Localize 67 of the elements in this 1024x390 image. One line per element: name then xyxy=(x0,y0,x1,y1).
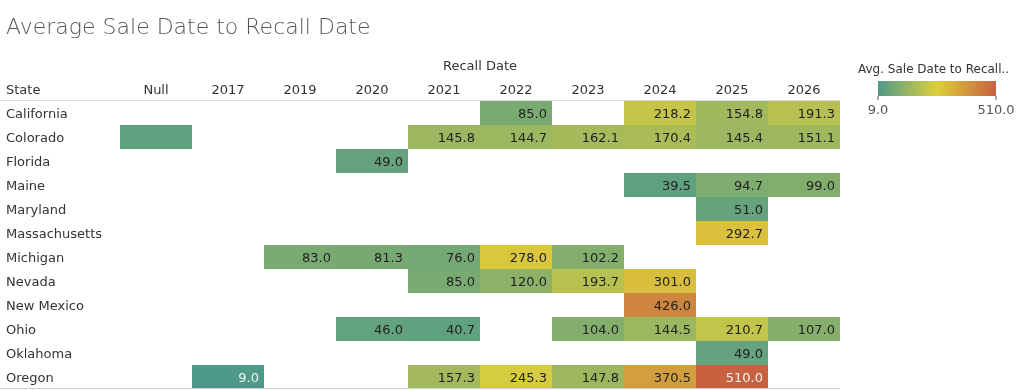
y-axis-title: State xyxy=(6,82,41,97)
data-label: 278.0 xyxy=(509,250,547,265)
data-label: 426.0 xyxy=(653,298,691,313)
data-label: 51.0 xyxy=(734,202,763,217)
x-tick-label: Null xyxy=(143,82,169,97)
x-axis-title: Recall Date xyxy=(443,58,517,73)
data-label: 145.8 xyxy=(437,130,475,145)
data-label: 40.7 xyxy=(446,322,475,337)
data-label: 210.7 xyxy=(725,322,763,337)
data-label: 191.3 xyxy=(797,106,835,121)
data-label: 85.0 xyxy=(446,274,475,289)
y-tick-label: Florida xyxy=(6,154,51,169)
y-tick-label: California xyxy=(6,106,68,121)
data-label: 370.5 xyxy=(653,370,691,385)
data-label: 147.8 xyxy=(581,370,619,385)
x-tick-label: 2025 xyxy=(715,82,749,97)
data-label: 49.0 xyxy=(734,346,763,361)
y-tick-label: Oregon xyxy=(6,370,54,385)
data-label: 39.5 xyxy=(662,178,691,193)
y-tick-label: Oklahoma xyxy=(6,346,73,361)
data-label: 49.0 xyxy=(374,154,403,169)
chart-title: Average Sale Date to Recall Date xyxy=(6,14,371,39)
x-tick-label: 2022 xyxy=(499,82,533,97)
y-tick-label: Maine xyxy=(6,178,46,193)
y-tick-label: Michigan xyxy=(6,250,65,265)
data-label: 145.4 xyxy=(725,130,763,145)
x-tick-label: 2017 xyxy=(211,82,245,97)
data-label: 107.0 xyxy=(797,322,835,337)
y-tick-label: Maryland xyxy=(6,202,67,217)
x-tick-label: 2021 xyxy=(427,82,461,97)
data-label: 170.4 xyxy=(653,130,691,145)
data-label: 193.7 xyxy=(581,274,619,289)
x-tick-label: 2023 xyxy=(571,82,605,97)
data-label: 46.0 xyxy=(374,322,403,337)
color-bar-label: 9.0 xyxy=(867,102,889,117)
data-label: 151.1 xyxy=(797,130,835,145)
data-label: 510.0 xyxy=(725,370,763,385)
data-label: 102.2 xyxy=(581,250,619,265)
y-tick-label: Nevada xyxy=(6,274,56,289)
data-label: 81.3 xyxy=(374,250,403,265)
data-label: 157.3 xyxy=(437,370,475,385)
data-label: 83.0 xyxy=(302,250,331,265)
data-label: 9.0 xyxy=(238,370,259,385)
data-label: 301.0 xyxy=(653,274,691,289)
data-label: 120.0 xyxy=(509,274,547,289)
data-label: 218.2 xyxy=(653,106,691,121)
y-tick-label: Massachusetts xyxy=(6,226,103,241)
x-tick-label: 2019 xyxy=(283,82,317,97)
x-tick-label: 2026 xyxy=(787,82,821,97)
y-tick-label: Colorado xyxy=(6,130,65,145)
data-label: 154.8 xyxy=(725,106,763,121)
data-label: 104.0 xyxy=(581,322,619,337)
y-tick-label: Ohio xyxy=(6,322,37,337)
y-tick-label: New Mexico xyxy=(6,298,84,313)
data-label: 162.1 xyxy=(581,130,619,145)
x-tick-label: 2024 xyxy=(643,82,677,97)
data-label: 144.7 xyxy=(509,130,547,145)
data-label: 292.7 xyxy=(725,226,763,241)
data-label: 99.0 xyxy=(806,178,835,193)
data-label: 144.5 xyxy=(653,322,691,337)
color-bar-title: Avg. Sale Date to Recall.. xyxy=(858,62,1010,76)
data-label: 94.7 xyxy=(734,178,763,193)
data-label: 245.3 xyxy=(509,370,547,385)
x-tick-label: 2020 xyxy=(355,82,389,97)
color-bar-label: 510.0 xyxy=(977,102,1015,117)
data-label: 85.0 xyxy=(518,106,547,121)
data-label: 76.0 xyxy=(446,250,475,265)
